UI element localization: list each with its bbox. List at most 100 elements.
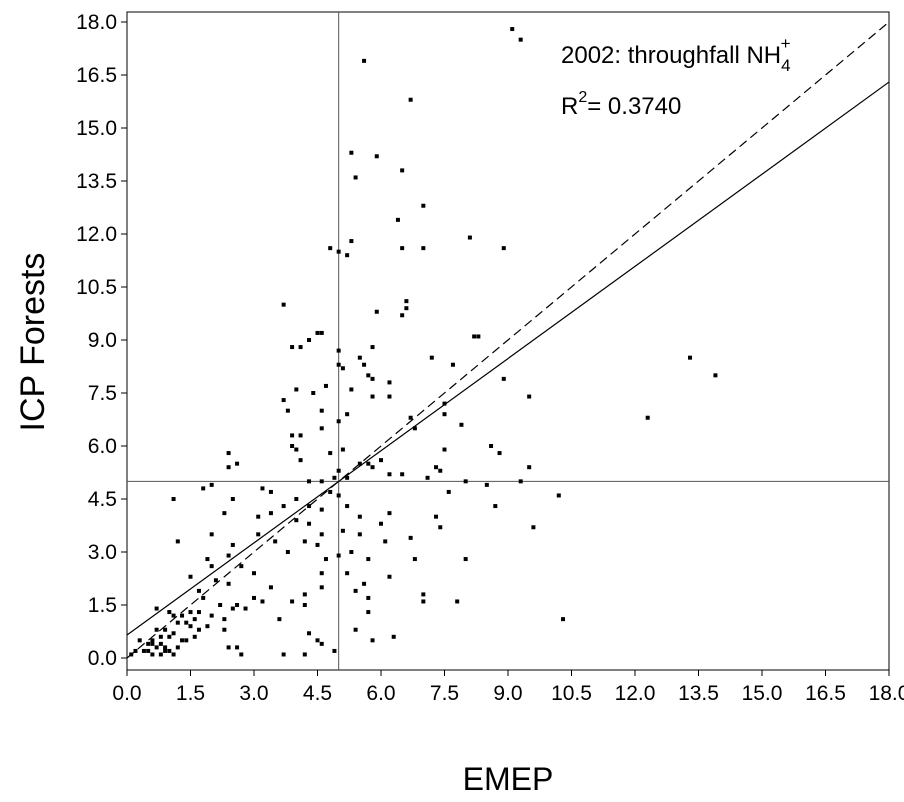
data-point (129, 652, 134, 657)
x-tick-label: 1.5 (176, 682, 205, 705)
data-point (319, 507, 324, 512)
data-point (184, 638, 189, 643)
data-point (235, 645, 240, 650)
data-point (319, 532, 324, 537)
data-point (370, 638, 375, 643)
data-point (336, 348, 341, 353)
data-point (366, 461, 371, 466)
data-point (374, 154, 379, 159)
data-point (158, 652, 163, 657)
data-point (226, 451, 231, 456)
data-point (319, 408, 324, 413)
data-point (357, 532, 362, 537)
data-point (256, 532, 261, 537)
data-point (510, 27, 515, 32)
data-point (387, 394, 392, 399)
data-point (518, 479, 523, 484)
data-point (260, 599, 265, 604)
one-to-one-line (126, 21, 890, 659)
data-point (260, 486, 265, 491)
data-point (412, 426, 417, 431)
data-point (345, 412, 350, 417)
data-point (230, 606, 235, 611)
annotation-year: 2002: throughfall NH4 + (561, 34, 791, 75)
data-point (222, 627, 227, 632)
y-tick-label: 0.0 (88, 647, 117, 670)
data-point (154, 606, 159, 611)
y-tick-label: 13.5 (76, 170, 117, 193)
data-point (226, 465, 231, 470)
data-point (205, 624, 210, 629)
data-point (400, 168, 405, 173)
data-point (256, 514, 261, 519)
data-point (230, 497, 235, 501)
data-point (370, 376, 375, 381)
data-point (281, 504, 286, 509)
data-point (201, 595, 206, 600)
data-point (209, 532, 214, 537)
data-point (501, 376, 506, 381)
data-point (425, 475, 430, 480)
data-point (307, 338, 312, 342)
annotation-ion-sub: 4 (781, 56, 790, 75)
data-point (209, 613, 214, 618)
annotation-label: 2002: throughfall NH (561, 42, 781, 69)
data-point (332, 648, 337, 653)
data-point (323, 383, 328, 388)
data-point (400, 313, 405, 318)
data-point (463, 557, 468, 562)
y-tick-label: 7.5 (88, 382, 117, 405)
data-point (163, 627, 168, 632)
x-tick-label: 4.5 (303, 682, 332, 705)
y-tick-label: 6.0 (88, 435, 117, 458)
data-point (196, 627, 201, 632)
data-point (421, 203, 426, 208)
data-point (366, 595, 371, 600)
data-point (489, 444, 494, 448)
data-point (349, 387, 354, 392)
data-point (340, 366, 345, 371)
data-point (438, 468, 443, 473)
fit-lines (126, 21, 890, 659)
data-point (290, 345, 295, 350)
data-point (442, 401, 447, 406)
data-point (319, 571, 324, 576)
data-point (268, 489, 273, 494)
data-point (218, 603, 223, 607)
data-point (531, 525, 536, 530)
data-point (307, 631, 312, 636)
y-tick-label: 1.5 (88, 594, 117, 617)
data-point (188, 610, 193, 615)
data-point (362, 362, 367, 367)
x-axis-ticks: 0.0 1.5 3.0 4.5 6.0 7.5 9.0 10.5 12.0 13.5 15.0 16.… (112, 670, 904, 705)
data-point (281, 302, 286, 307)
data-point (158, 634, 163, 639)
data-point (463, 479, 468, 484)
data-point (442, 447, 447, 452)
data-point (209, 482, 214, 487)
data-point (370, 345, 375, 350)
data-point (307, 521, 312, 526)
data-point (192, 617, 197, 622)
data-point (434, 465, 439, 470)
data-point (315, 330, 320, 335)
data-point (421, 592, 426, 597)
data-point (340, 528, 345, 533)
data-point (290, 599, 295, 604)
data-point (230, 542, 235, 547)
data-point (226, 581, 231, 586)
data-point (226, 553, 231, 558)
data-point (294, 497, 299, 501)
data-point (408, 535, 413, 540)
data-point (319, 330, 324, 335)
data-point (328, 489, 333, 494)
data-point (362, 58, 367, 63)
data-point (175, 645, 180, 650)
data-point (180, 638, 185, 643)
data-point (336, 468, 341, 473)
data-point (484, 482, 489, 487)
y-tick-label: 10.5 (76, 276, 117, 299)
data-point (184, 620, 189, 625)
data-point (645, 415, 650, 420)
y-axis-title: ICP Forests (14, 253, 52, 432)
